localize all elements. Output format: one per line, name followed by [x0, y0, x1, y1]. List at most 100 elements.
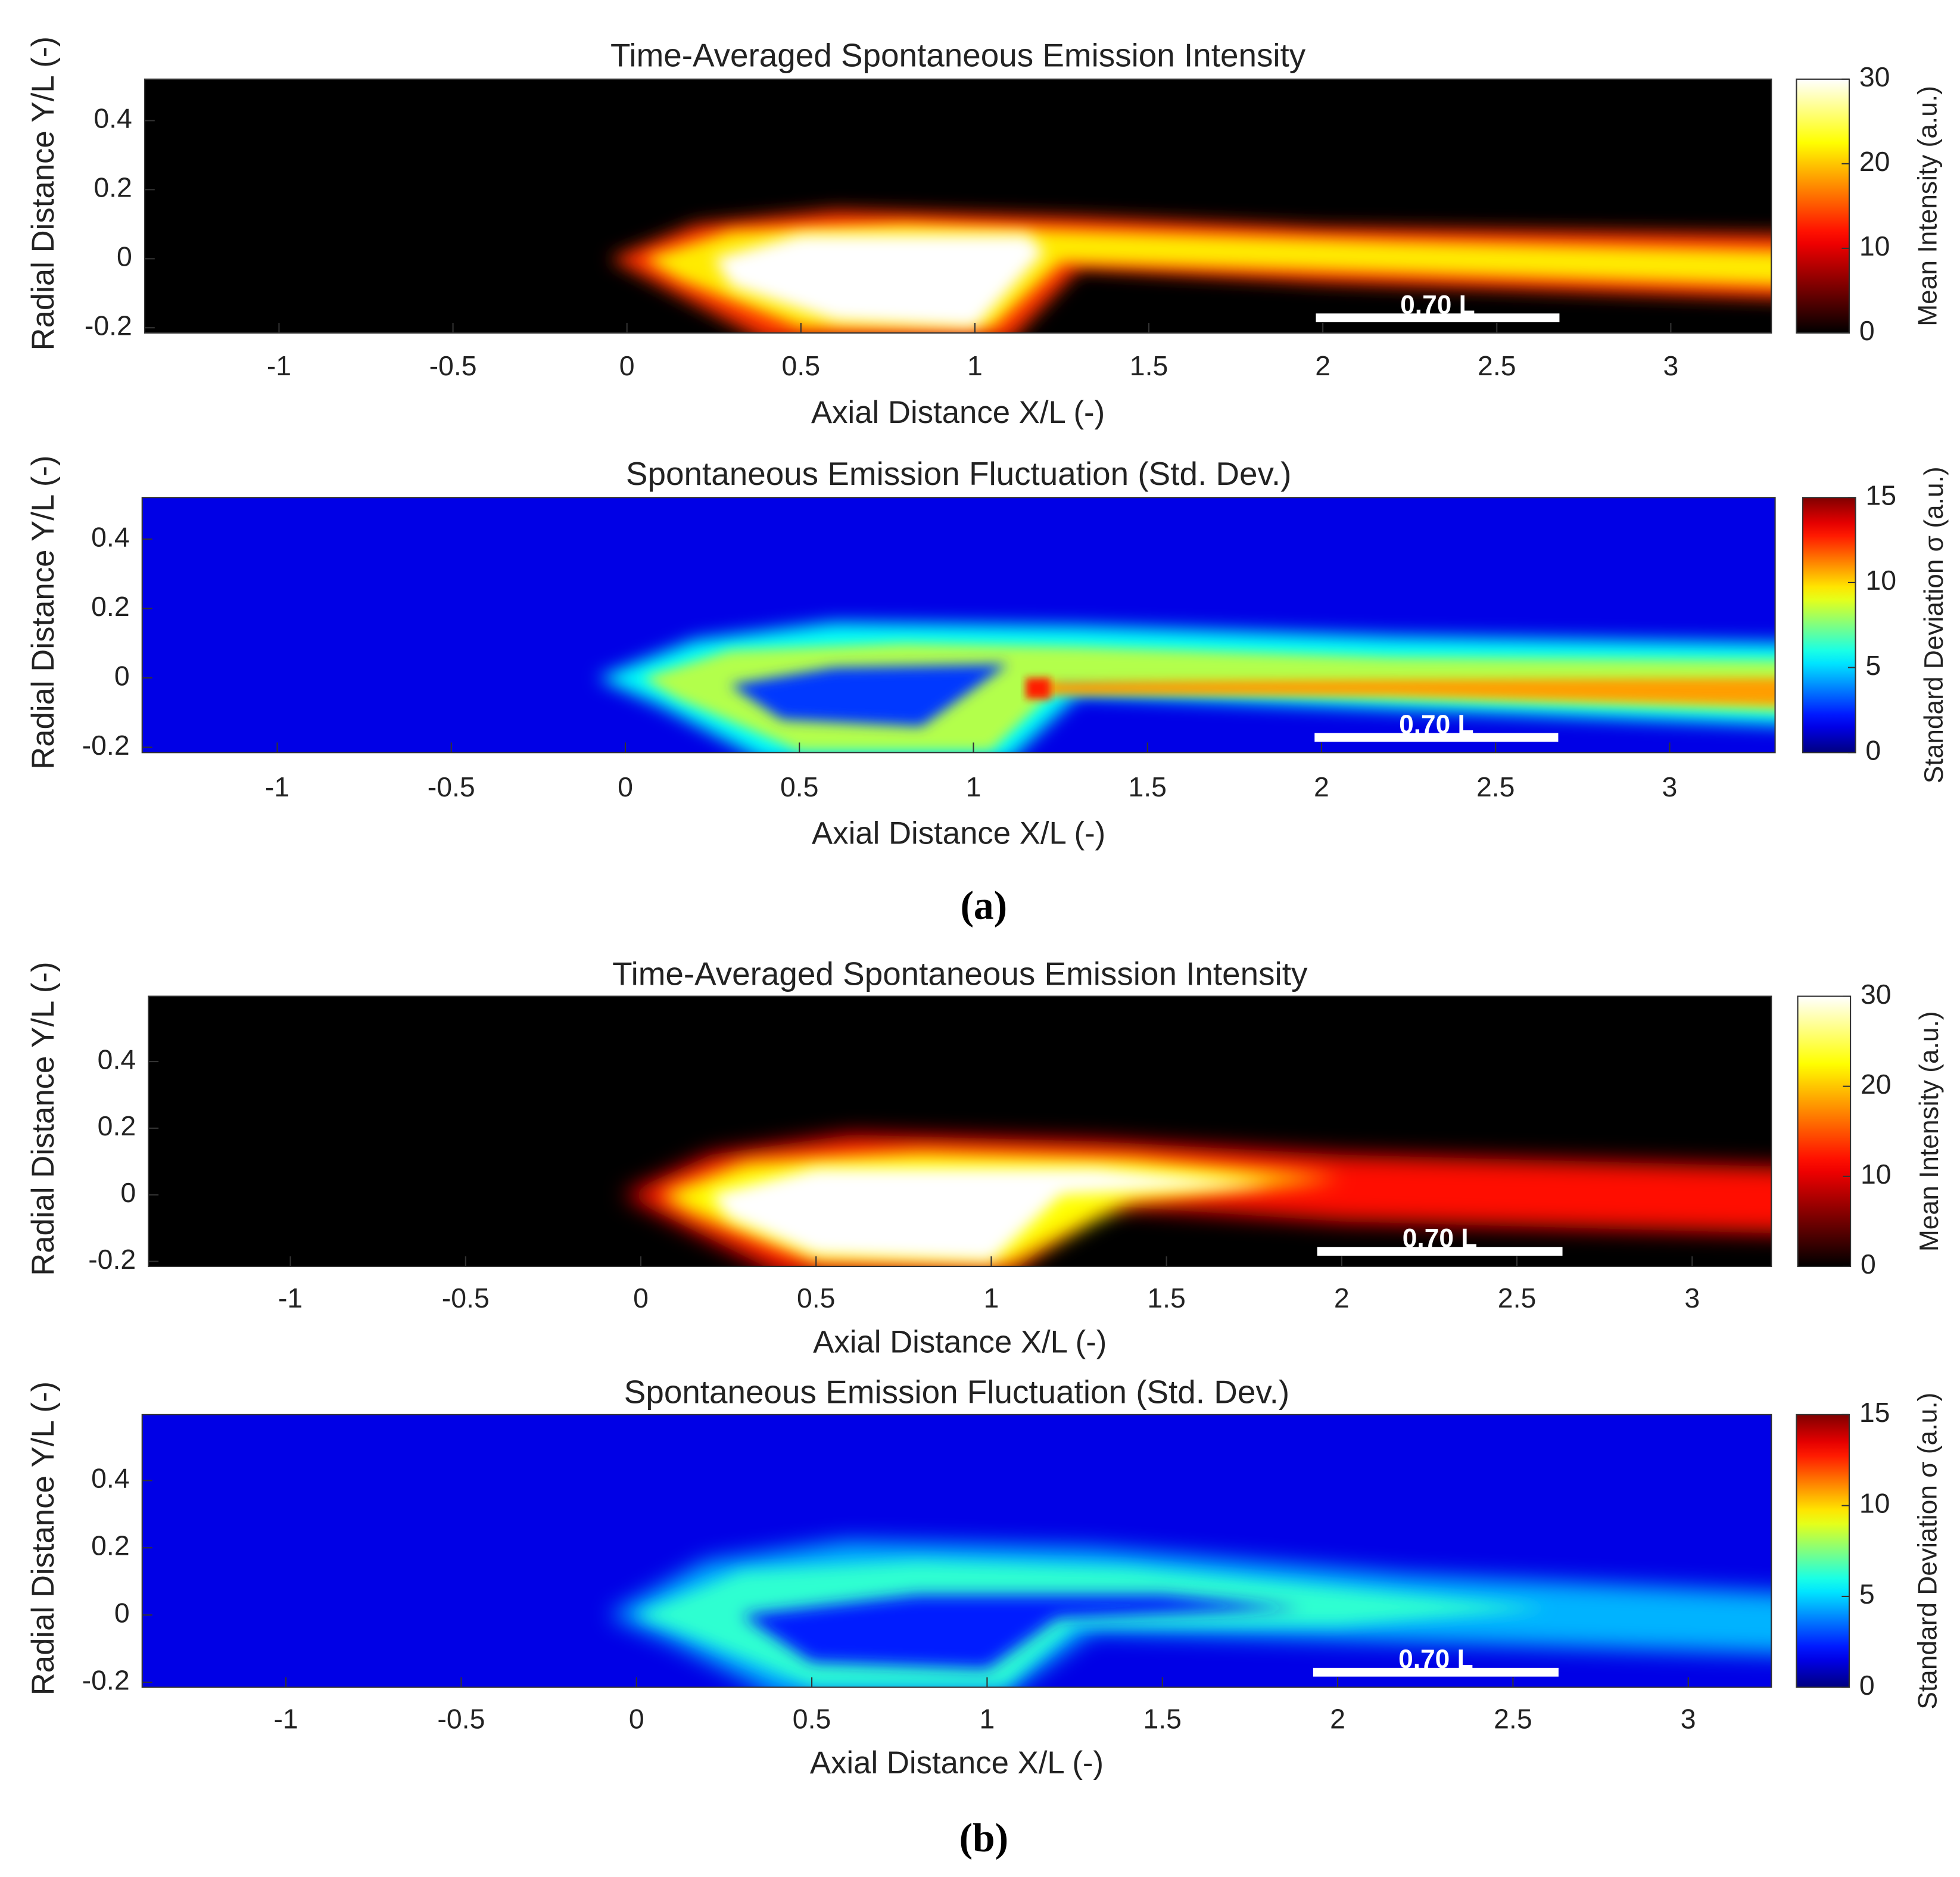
caption: (b)	[959, 1815, 1008, 1860]
x-axis-label: Axial Distance X/L (-)	[812, 815, 1105, 851]
x-tick-label: 1.5	[1128, 771, 1167, 802]
x-tick-label: 2	[1330, 1704, 1345, 1735]
x-tick-label: -1	[265, 771, 289, 802]
x-tick-label: 0	[629, 1704, 644, 1735]
chart-title: Time-Averaged Spontaneous Emission Inten…	[610, 37, 1306, 74]
x-tick-label: 0	[633, 1283, 649, 1313]
scale-bar-label: 0.70 L	[1400, 290, 1475, 319]
x-axis-label: Axial Distance X/L (-)	[811, 395, 1105, 430]
x-tick-label: 0.5	[780, 771, 819, 802]
y-axis-label: Radial Distance Y/L (-)	[26, 961, 61, 1275]
field-region	[713, 234, 1045, 328]
x-tick-label: 1	[984, 1283, 999, 1313]
colorbar-tick-label: 5	[1865, 650, 1881, 681]
field-region	[741, 1595, 1303, 1669]
x-tick-label: 3	[1684, 1283, 1700, 1313]
x-tick-label: -0.5	[442, 1283, 490, 1313]
x-tick-label: 2.5	[1476, 771, 1515, 802]
axes-box	[144, 78, 1772, 334]
x-tick-label: 1	[979, 1704, 995, 1735]
field-region	[1026, 678, 1051, 699]
x-tick-label: 0	[619, 350, 635, 381]
colorbar-tick-label: 5	[1859, 1579, 1875, 1610]
chart-title: Spontaneous Emission Fluctuation (Std. D…	[624, 1374, 1289, 1411]
scale-bar-label: 0.70 L	[1399, 710, 1474, 739]
x-tick-label: 3	[1662, 771, 1678, 802]
y-tick-label: 0	[120, 1177, 136, 1208]
colorbar-tick-label: 0	[1865, 735, 1881, 766]
axes-box	[141, 497, 1776, 754]
x-tick-label: 1	[966, 771, 981, 802]
colorbar	[1796, 78, 1850, 334]
colorbar	[1796, 1414, 1850, 1688]
x-tick-label: 1	[967, 350, 983, 381]
x-tick-label: 2	[1315, 350, 1330, 381]
axes-box	[141, 1414, 1772, 1688]
colorbar	[1797, 995, 1852, 1268]
field-region	[1043, 678, 1775, 705]
scale-bar-label: 0.70 L	[1398, 1645, 1473, 1674]
x-axis-label: Axial Distance X/L (-)	[810, 1745, 1104, 1780]
x-axis-label: Axial Distance X/L (-)	[813, 1325, 1107, 1360]
y-tick-label: -0.2	[85, 310, 132, 341]
x-tick-label: 3	[1681, 1704, 1696, 1735]
x-tick-label: 2	[1314, 771, 1329, 802]
y-axis-label: Radial Distance Y/L (-)	[26, 1381, 61, 1695]
y-tick-label: 0.4	[91, 1463, 130, 1494]
x-tick-label: -1	[278, 1283, 303, 1313]
y-tick-label: 0.2	[94, 172, 132, 203]
y-tick-label: 0	[117, 241, 132, 272]
y-tick-label: 0.2	[91, 1530, 130, 1561]
chart-title: Spontaneous Emission Fluctuation (Std. D…	[626, 455, 1291, 492]
colorbar-tick-label: 0	[1859, 1670, 1875, 1701]
colorbar-tick-label: 10	[1859, 1488, 1890, 1519]
colorbar-tick-label: 10	[1859, 231, 1890, 262]
colorbar-tick-label: 30	[1861, 979, 1892, 1010]
heatmap-field	[144, 79, 1772, 333]
colorbar-tick-label: 15	[1859, 1397, 1890, 1428]
colorbar-tick-label: 0	[1859, 315, 1875, 346]
x-tick-label: -1	[267, 350, 291, 381]
colorbar-tick-label: 0	[1861, 1249, 1876, 1280]
y-tick-label: 0	[114, 660, 130, 691]
caption: (a)	[960, 883, 1007, 927]
y-tick-label: 0.2	[91, 591, 130, 622]
x-tick-label: 2.5	[1498, 1283, 1536, 1313]
colorbar-label: Mean Intensity (a.u.)	[1914, 86, 1943, 326]
colorbar-tick-label: 20	[1861, 1069, 1892, 1100]
x-tick-label: 2	[1334, 1283, 1350, 1313]
y-tick-label: 0	[114, 1597, 130, 1628]
y-tick-label: 0.4	[91, 521, 130, 552]
x-tick-label: 0.5	[782, 350, 821, 381]
heatmap-field	[148, 996, 1772, 1266]
x-tick-label: 1.5	[1130, 350, 1168, 381]
axes-box	[148, 995, 1772, 1268]
y-tick-label: -0.2	[82, 730, 130, 761]
colorbar-label: Mean Intensity (a.u.)	[1915, 1011, 1944, 1252]
x-tick-label: 0.5	[797, 1283, 836, 1313]
y-tick-label: 0.2	[98, 1110, 136, 1141]
x-tick-label: 1.5	[1143, 1704, 1182, 1735]
x-tick-label: 0	[618, 771, 633, 802]
x-tick-label: -0.5	[437, 1704, 485, 1735]
heatmap-field	[142, 1414, 1772, 1688]
y-tick-label: -0.2	[88, 1244, 136, 1275]
x-tick-label: 3	[1663, 350, 1678, 381]
x-tick-label: 2.5	[1478, 350, 1516, 381]
x-tick-label: 1.5	[1147, 1283, 1186, 1313]
colorbar	[1802, 497, 1856, 754]
x-tick-label: 2.5	[1494, 1704, 1532, 1735]
x-tick-label: -0.5	[428, 771, 475, 802]
colorbar-tick-label: 10	[1861, 1159, 1892, 1190]
colorbar-tick-label: 30	[1859, 61, 1890, 92]
y-tick-label: 0.4	[98, 1044, 136, 1075]
y-axis-label: Radial Distance Y/L (-)	[26, 455, 61, 769]
x-tick-label: 0.5	[793, 1704, 831, 1735]
colorbar-tick-label: 20	[1859, 146, 1890, 177]
field-region	[730, 664, 1008, 727]
scale-bar-label: 0.70 L	[1403, 1224, 1478, 1253]
colorbar-label: Standard Deviation σ (a.u.)	[1914, 1393, 1943, 1710]
chart-title: Time-Averaged Spontaneous Emission Inten…	[612, 955, 1308, 992]
y-axis-label: Radial Distance Y/L (-)	[26, 36, 61, 350]
